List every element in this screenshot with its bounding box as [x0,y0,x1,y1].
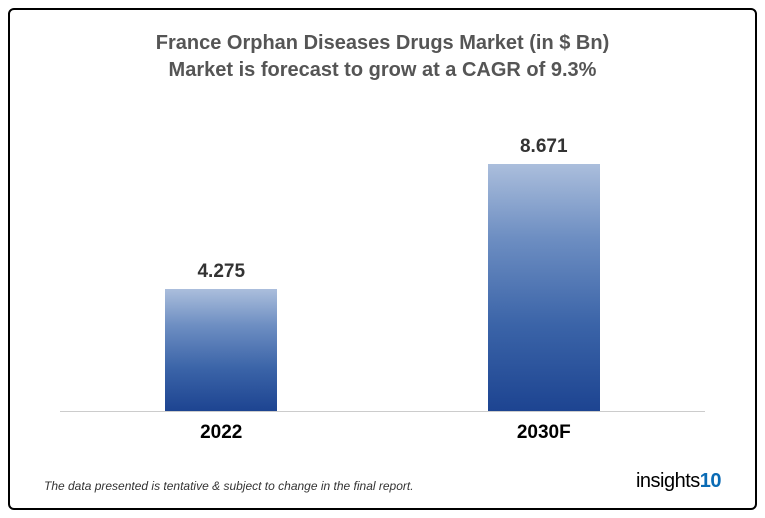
disclaimer-text: The data presented is tentative & subjec… [44,479,414,493]
title-line-1: France Orphan Diseases Drugs Market (in … [40,30,725,57]
bars-row: 4.275 8.671 [60,114,705,411]
x-axis-labels: 2022 2030F [60,416,705,452]
logo-light: insights [636,470,700,492]
bar-value-label-1: 8.671 [520,136,568,158]
chart-frame: France Orphan Diseases Drugs Market (in … [8,8,757,510]
bar-0 [165,289,277,411]
bar-value-label-0: 4.275 [197,261,245,283]
plot-region: 4.275 8.671 [60,114,705,412]
bar-group-0: 4.275 [121,261,321,411]
x-label-1: 2030F [444,416,644,452]
bar-group-1: 8.671 [444,136,644,411]
brand-logo: insights10 [636,470,721,493]
title-line-2: Market is forecast to grow at a CAGR of … [40,57,725,84]
bar-1 [488,164,600,411]
chart-title: France Orphan Diseases Drugs Market (in … [40,30,725,84]
logo-bold: 10 [700,470,721,492]
footer: The data presented is tentative & subjec… [40,470,725,493]
x-label-0: 2022 [121,416,321,452]
chart-area: 4.275 8.671 2022 2030F [60,104,705,452]
